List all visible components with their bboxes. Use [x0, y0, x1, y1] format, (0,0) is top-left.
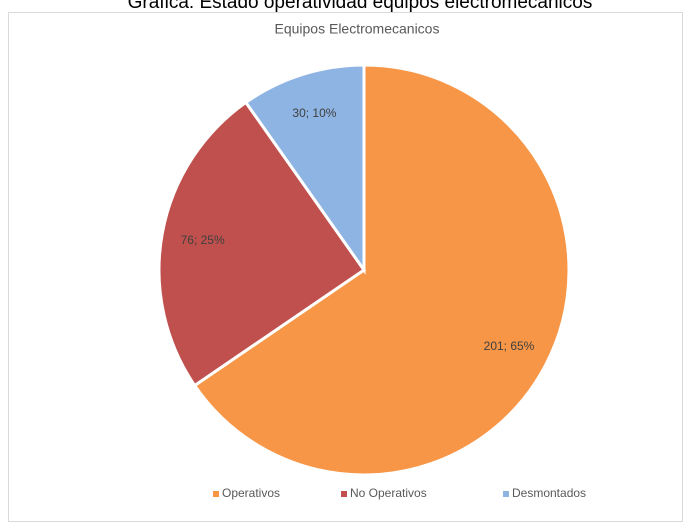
- data-label: 201; 65%: [484, 339, 535, 353]
- data-label: 76; 25%: [181, 233, 225, 247]
- legend-label: No Operativos: [350, 486, 427, 500]
- pie-slice: [192, 63, 571, 477]
- chart-title: Equipos Electromecanicos: [275, 21, 440, 37]
- pie-slice: [157, 100, 367, 388]
- pie-slice: [243, 63, 366, 275]
- data-label: 30; 10%: [292, 106, 336, 120]
- legend-label: Desmontados: [512, 486, 586, 500]
- legend-marker: [341, 491, 347, 497]
- caption: Gráfica: Estado operatividad equipos ele…: [128, 0, 593, 13]
- legend-marker: [503, 491, 509, 497]
- legend-marker: [213, 491, 219, 497]
- legend-label: Operativos: [222, 486, 280, 500]
